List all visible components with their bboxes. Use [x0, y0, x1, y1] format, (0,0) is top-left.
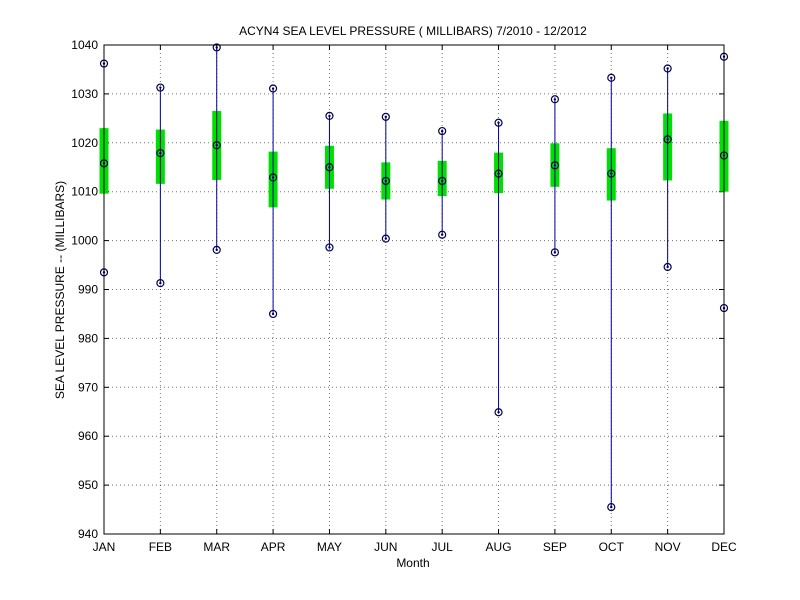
mean-marker: [607, 169, 616, 178]
min-marker-dot: [215, 248, 218, 252]
y-tick-label: 1000: [71, 234, 98, 248]
min-marker: [607, 503, 616, 512]
min-marker-dot: [497, 411, 500, 414]
mean-marker: [156, 148, 165, 158]
mean-marker-dot: [440, 179, 444, 183]
max-marker: [550, 95, 560, 104]
mean-marker-dot: [384, 179, 388, 183]
min-marker: [663, 262, 672, 272]
min-marker: [156, 279, 165, 288]
mean-marker-dot: [159, 151, 162, 155]
max-marker: [268, 84, 278, 93]
x-tick-label: SEP: [543, 540, 567, 554]
mean-marker: [438, 176, 447, 186]
max-marker-dot: [384, 115, 388, 119]
max-marker-dot: [553, 98, 557, 101]
min-marker: [268, 309, 278, 319]
max-marker: [156, 83, 165, 92]
y-tick-label: 1020: [71, 136, 98, 150]
y-tick-label: 940: [78, 527, 98, 541]
x-tick-label: JAN: [93, 540, 116, 554]
max-marker: [438, 126, 447, 136]
chart-title: ACYN4 SEA LEVEL PRESSURE ( MILLIBARS) 7/…: [239, 24, 587, 38]
x-axis-label: Month: [396, 556, 429, 570]
max-marker-dot: [159, 86, 162, 89]
mean-marker: [381, 176, 390, 186]
min-marker-dot: [384, 237, 388, 240]
mean-marker-dot: [328, 166, 331, 169]
mean-marker-dot: [271, 176, 275, 179]
min-marker-dot: [271, 312, 275, 316]
y-axis-ticks: 940 950 960 970 980 990 1000 1010 1020 1030 1040: [71, 38, 724, 541]
x-tick-label: OCT: [599, 540, 625, 554]
min-marker: [438, 230, 447, 239]
y-tick-label: 960: [78, 429, 98, 443]
max-marker-dot: [497, 121, 500, 124]
x-tick-label: JUN: [374, 540, 397, 554]
min-marker-dot: [666, 265, 669, 269]
x-tick-label: MAY: [317, 540, 342, 554]
mean-marker: [550, 161, 560, 170]
min-marker-dot: [440, 233, 444, 236]
mean-marker: [268, 173, 278, 182]
max-marker-dot: [666, 67, 669, 70]
y-tick-label: 980: [78, 331, 98, 345]
grid-lines: [104, 45, 724, 534]
y-axis-label: SEA LEVEL PRESSURE -- (MILLIBARS): [53, 181, 67, 399]
max-marker: [325, 111, 334, 121]
y-tick-label: 1030: [71, 87, 98, 101]
x-axis-ticks: JAN FEB MAR APR MAY JUN JUL AUG SEP OCT NOV DEC: [93, 45, 737, 554]
y-tick-label: 1010: [71, 185, 98, 199]
mean-marker-dot: [497, 172, 500, 175]
y-tick-label: 990: [78, 283, 98, 297]
x-tick-label: DEC: [711, 540, 737, 554]
mean-marker-dot: [666, 138, 669, 141]
mean-marker: [212, 141, 221, 150]
max-marker-dot: [215, 46, 218, 49]
mean-marker-dot: [215, 144, 218, 147]
min-marker-dot: [159, 281, 162, 285]
max-marker: [381, 112, 390, 121]
mean-marker: [494, 169, 503, 178]
max-marker-dot: [328, 114, 331, 118]
x-tick-label: APR: [261, 540, 286, 554]
plot-frame: [103, 44, 725, 535]
max-marker: [494, 118, 503, 127]
min-marker-dot: [553, 251, 557, 254]
min-marker: [212, 245, 221, 254]
y-tick-label: 970: [78, 380, 98, 394]
plot-marks: [99, 43, 729, 512]
max-marker: [212, 43, 221, 52]
min-marker: [494, 408, 503, 417]
min-marker: [381, 234, 390, 243]
x-tick-label: MAR: [203, 540, 230, 554]
min-marker: [325, 243, 334, 252]
max-marker: [663, 64, 672, 73]
mean-marker: [663, 135, 672, 144]
x-tick-label: JUL: [432, 540, 454, 554]
min-marker-dot: [610, 505, 613, 509]
y-tick-label: 950: [78, 478, 98, 492]
min-marker-dot: [328, 246, 331, 249]
max-marker-dot: [610, 76, 613, 79]
mean-marker: [325, 163, 334, 172]
min-marker: [550, 248, 560, 257]
max-marker-dot: [440, 129, 444, 133]
x-tick-label: NOV: [655, 540, 681, 554]
x-tick-label: FEB: [149, 540, 172, 554]
x-tick-label: AUG: [486, 540, 512, 554]
y-tick-label: 1040: [71, 38, 98, 52]
max-marker: [607, 73, 616, 82]
max-marker-dot: [271, 87, 275, 90]
mean-marker-dot: [553, 164, 557, 167]
mean-marker-dot: [610, 172, 613, 175]
